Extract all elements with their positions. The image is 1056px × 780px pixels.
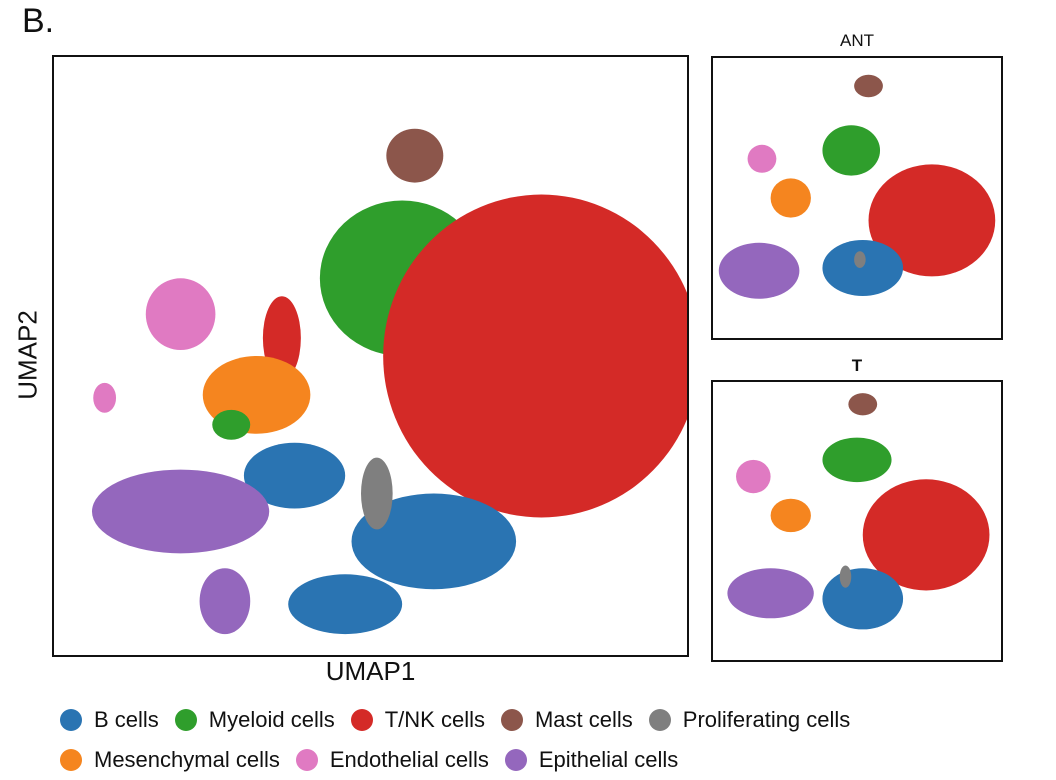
cluster-epithelial-cells: [727, 568, 814, 619]
panel-label: B.: [22, 2, 55, 40]
cluster-endothelial-cells: [736, 459, 771, 494]
y-axis-label: UMAP2: [12, 310, 43, 400]
umap-main-svg: [91, 128, 687, 635]
cluster-b-cells: [288, 574, 403, 635]
cluster-b-cells: [822, 568, 904, 630]
legend-swatch: [500, 709, 523, 731]
cluster-proliferating-cells: [839, 565, 852, 588]
umap-ant-plot: [711, 56, 1003, 340]
legend-item-mast-cells: Mast cells: [500, 707, 633, 733]
cluster-myeloid-cells: [822, 125, 881, 176]
legend-swatch: [295, 749, 318, 771]
cluster-myeloid-cells: [212, 409, 251, 440]
legend-swatch: [60, 749, 82, 771]
cluster-mesenchymal-cells: [770, 498, 811, 533]
legend-item-b-cells: B cells: [60, 707, 159, 733]
legend-label: Proliferating cells: [682, 707, 851, 732]
cluster-mast-cells: [386, 128, 444, 183]
umap-t-plot: [711, 380, 1003, 662]
cluster-t-nk-cells: [868, 164, 996, 277]
legend-swatch: [174, 709, 197, 731]
legend-row: Mesenchymal cells Endothelial cells Epithe…: [60, 740, 1050, 780]
cluster-mast-cells: [848, 393, 878, 416]
legend-item-proliferating-cells: Proliferating cells: [648, 707, 851, 733]
legend-item-endothelial-cells: Endothelial cells: [295, 747, 489, 773]
x-axis-label: UMAP1: [325, 656, 416, 686]
cluster-mast-cells: [854, 74, 883, 98]
legend-swatch: [648, 709, 671, 731]
cluster-mesenchymal-cells: [770, 178, 811, 218]
cluster-proliferating-cells: [854, 251, 866, 268]
umap-main-plot: [52, 55, 689, 657]
cluster-t-nk-cells: [383, 194, 687, 518]
legend-item-myeloid-cells: Myeloid cells: [174, 707, 335, 733]
legend-swatch: [350, 709, 373, 731]
legend-row: B cells Myeloid cells T/NK cells Mast cells…: [60, 700, 1050, 740]
legend-item-mesenchymal-cells: Mesenchymal cells: [60, 747, 280, 773]
cluster-epithelial-cells: [718, 242, 800, 299]
legend-item-epithelial-cells: Epithelial cells: [504, 747, 679, 773]
legend-label: Epithelial cells: [538, 747, 679, 772]
legend-label: Myeloid cells: [208, 707, 335, 732]
cluster-epithelial-cells: [199, 568, 251, 635]
cluster-endothelial-cells: [93, 382, 117, 413]
cluster-t-nk-cells: [862, 479, 990, 591]
umap-ant-svg: [718, 74, 996, 299]
cell-type-legend: B cells Myeloid cells T/NK cells Mast cells…: [60, 700, 1050, 780]
legend-swatch: [60, 709, 82, 731]
cluster-endothelial-cells: [747, 144, 777, 173]
legend-item-t-nk-cells: T/NK cells: [350, 707, 485, 733]
legend-label: T/NK cells: [384, 707, 485, 732]
legend-label: Endothelial cells: [329, 747, 489, 772]
legend-label: B cells: [94, 707, 159, 732]
legend-swatch: [504, 749, 527, 771]
cluster-b-cells: [243, 442, 346, 509]
cluster-epithelial-cells: [91, 469, 270, 554]
umap-t-svg: [727, 393, 990, 630]
legend-label: Mesenchymal cells: [94, 747, 280, 772]
cluster-b-cells: [822, 240, 904, 296]
ant-plot-title: ANT: [840, 31, 874, 50]
cluster-proliferating-cells: [361, 457, 393, 530]
t-plot-title: T: [851, 356, 863, 375]
cluster-myeloid-cells: [822, 437, 892, 483]
cluster-endothelial-cells: [145, 278, 216, 351]
legend-label: Mast cells: [534, 707, 633, 732]
cluster-b-cells: [351, 493, 517, 590]
